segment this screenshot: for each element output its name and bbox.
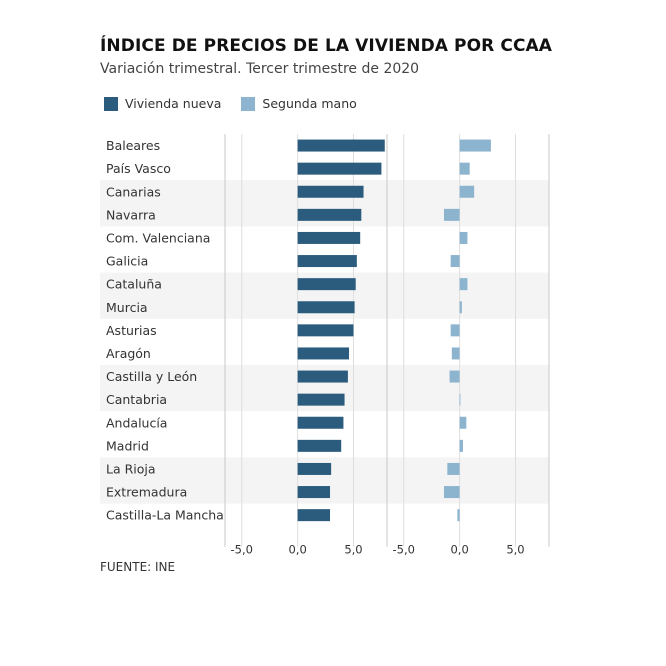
bar-segunda	[450, 255, 460, 268]
category-label: Asturias	[106, 323, 157, 338]
category-label: Castilla-La Mancha	[106, 508, 224, 523]
bar-nueva	[297, 278, 356, 291]
chart-subtitle: Variación trimestral. Tercer trimestre d…	[100, 61, 420, 77]
bar-nueva	[297, 347, 350, 360]
bar-nueva	[297, 486, 331, 499]
bar-segunda	[459, 416, 467, 429]
category-label: Murcia	[106, 300, 148, 315]
bar-nueva	[297, 416, 344, 429]
category-label: Extremadura	[106, 485, 187, 500]
category-label: Aragón	[106, 346, 151, 361]
category-label: Andalucía	[106, 415, 167, 430]
bar-nueva	[297, 255, 357, 268]
x-tick-label: -5,0	[231, 543, 253, 557]
category-label: País Vasco	[106, 161, 171, 176]
x-tick-label: 5,0	[506, 543, 524, 557]
bar-nueva	[297, 462, 332, 475]
bar-nueva	[297, 139, 385, 152]
category-label: Baleares	[106, 138, 160, 153]
legend-item-segunda: Segunda mano	[241, 96, 357, 111]
bar-segunda	[443, 208, 460, 221]
bar-segunda	[450, 324, 460, 337]
category-label: Canarias	[106, 184, 161, 199]
x-tick-label: 0,0	[288, 543, 306, 557]
bar-segunda	[459, 278, 468, 291]
legend-label-nueva: Vivienda nueva	[125, 96, 222, 111]
x-tick-label: -5,0	[393, 543, 415, 557]
bar-segunda	[459, 162, 470, 175]
legend-label-segunda: Segunda mano	[262, 96, 357, 111]
bar-segunda	[457, 509, 460, 522]
category-label: Cantabria	[106, 392, 167, 407]
bar-segunda	[459, 301, 462, 314]
legend-swatch-nueva	[104, 96, 118, 111]
bar-nueva	[297, 301, 355, 314]
category-label: Com. Valenciana	[106, 230, 210, 245]
bar-segunda	[459, 439, 463, 452]
bar-nueva	[297, 162, 382, 175]
category-label: Navarra	[106, 207, 156, 222]
bar-nueva	[297, 208, 362, 221]
bar-nueva	[297, 509, 331, 522]
legend: Vivienda nueva Segunda mano	[104, 96, 377, 111]
chart-title: ÍNDICE DE PRECIOS DE LA VIVIENDA POR CCA…	[100, 36, 553, 56]
bar-nueva	[297, 439, 342, 452]
category-label: Galicia	[106, 254, 148, 269]
legend-swatch-segunda	[241, 96, 256, 111]
bar-segunda	[459, 393, 461, 406]
bar-segunda	[459, 139, 491, 152]
bar-nueva	[297, 185, 364, 198]
x-tick-label: 5,0	[344, 543, 362, 557]
bar-segunda	[459, 185, 475, 198]
category-label: Cataluña	[106, 277, 162, 292]
category-label: Madrid	[106, 438, 149, 453]
bar-segunda	[459, 231, 468, 244]
legend-item-nueva: Vivienda nueva	[104, 96, 221, 111]
bar-segunda	[449, 370, 460, 383]
source-note: FUENTE: INE	[100, 560, 176, 574]
bar-nueva	[297, 231, 361, 244]
category-label: La Rioja	[106, 461, 156, 476]
category-label: Castilla y León	[106, 369, 197, 384]
bar-nueva	[297, 393, 345, 406]
x-tick-label: 0,0	[450, 543, 468, 557]
bar-segunda	[447, 462, 460, 475]
bar-segunda	[443, 486, 460, 499]
bar-nueva	[297, 324, 354, 337]
bar-nueva	[297, 370, 348, 383]
bar-segunda	[451, 347, 460, 360]
